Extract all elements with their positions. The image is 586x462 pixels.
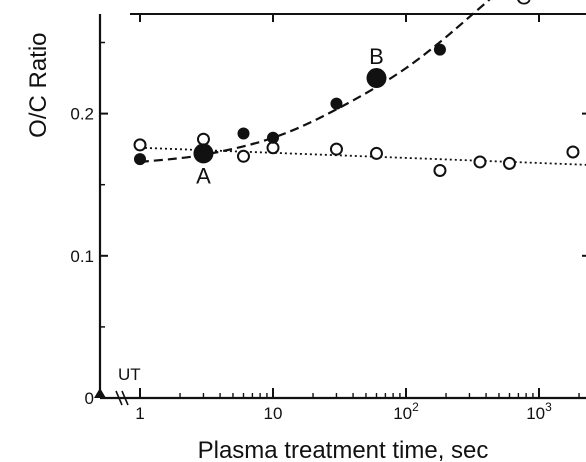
y-tick-label: 0 bbox=[85, 389, 94, 408]
filled-series-point bbox=[267, 131, 279, 144]
open-series-point bbox=[473, 155, 487, 169]
filled-series-point bbox=[366, 68, 387, 89]
x-tick-label: 102 bbox=[393, 400, 419, 423]
x-tick-label: 10 bbox=[264, 404, 283, 423]
text-labels: 00.10.20.30.4110102103Plasma treatment t… bbox=[25, 0, 552, 462]
filled-series-point bbox=[237, 127, 250, 140]
open-series-point bbox=[369, 146, 383, 160]
axes bbox=[98, 13, 586, 406]
filled-series-point bbox=[433, 43, 446, 56]
open-series-point bbox=[566, 145, 580, 159]
axis-break-mark bbox=[115, 390, 123, 406]
open-series-point bbox=[133, 138, 147, 152]
y-tick-label: 0.1 bbox=[70, 247, 94, 266]
filled-series-point bbox=[134, 153, 146, 166]
point-annotation: A bbox=[196, 163, 211, 188]
point-annotation: B bbox=[369, 44, 384, 69]
x-axis-title: Plasma treatment time, sec bbox=[198, 437, 489, 462]
x-tick-label: 1 bbox=[135, 404, 144, 423]
filled-series-point bbox=[330, 97, 343, 110]
x-tick-label: 103 bbox=[526, 400, 552, 423]
axis-break-mark bbox=[121, 390, 129, 406]
open-series-point bbox=[433, 163, 447, 177]
open-series-point bbox=[502, 156, 516, 170]
open-series-point bbox=[236, 149, 250, 163]
data-markers bbox=[94, 43, 580, 398]
y-tick-label: 0.2 bbox=[70, 105, 94, 124]
open-series-point bbox=[196, 132, 210, 146]
untreated-point bbox=[94, 388, 106, 398]
open-series-point bbox=[266, 141, 280, 155]
untreated-label: UT bbox=[118, 365, 141, 384]
filled-series-point bbox=[193, 143, 214, 164]
open-series-point bbox=[329, 142, 343, 156]
point-annotation: C bbox=[516, 0, 532, 10]
y-axis-title: O/C Ratio bbox=[25, 32, 52, 137]
